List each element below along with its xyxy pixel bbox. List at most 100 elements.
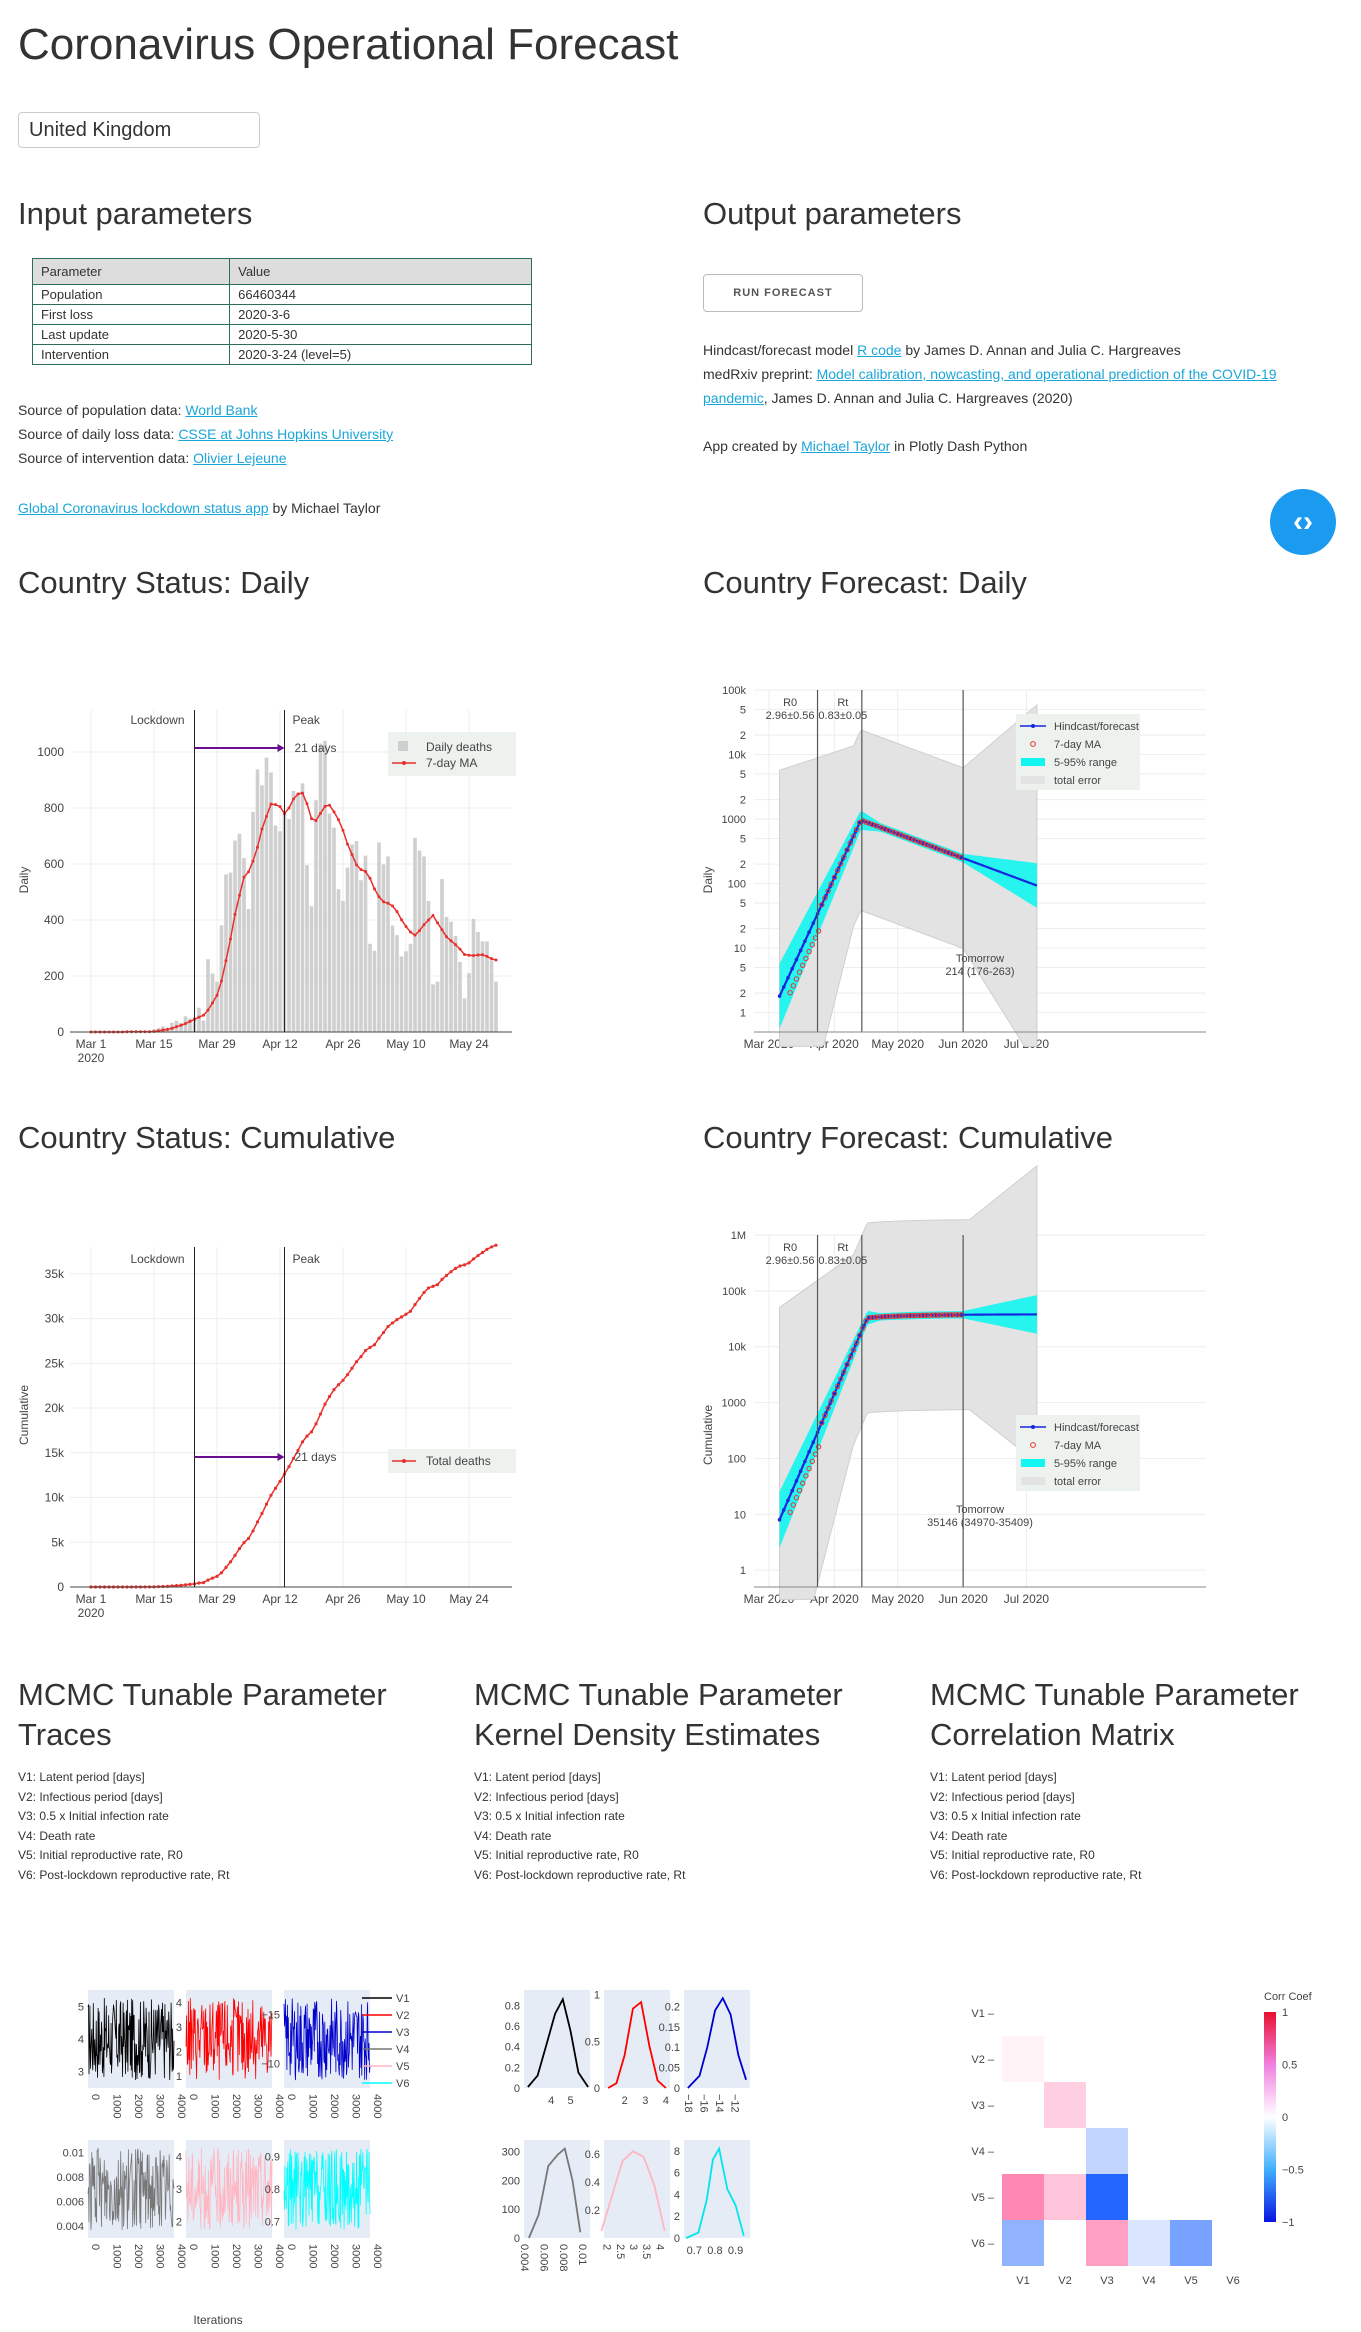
ma7-marker bbox=[815, 928, 822, 934]
trace-x-tick: 4000 bbox=[175, 2244, 187, 2268]
preprint-link-cont[interactable]: pandemic bbox=[703, 390, 764, 406]
daily-deaths-bar bbox=[476, 932, 480, 1032]
x-tick-label: Mar 15 bbox=[135, 1037, 173, 1051]
ma7-marker bbox=[809, 942, 815, 948]
total-deaths-point bbox=[399, 1315, 404, 1319]
hindcast-point bbox=[781, 1508, 786, 1512]
ma7-point bbox=[395, 910, 399, 914]
ma7-marker bbox=[891, 829, 898, 836]
legend-swatch-marker bbox=[1030, 741, 1036, 747]
trace-x-tick: 1000 bbox=[111, 2094, 123, 2118]
preprint-link[interactable]: Model calibration, nowcasting, and opera… bbox=[816, 366, 1277, 382]
total-deaths-point bbox=[390, 1321, 395, 1325]
world-bank-link[interactable]: World Bank bbox=[185, 402, 258, 418]
ma7-marker bbox=[876, 824, 882, 830]
legend-swatch-error bbox=[1021, 1477, 1045, 1485]
ma7-marker bbox=[803, 955, 809, 962]
x-tick-label: May 10 bbox=[386, 1592, 426, 1606]
kde-x-tick: 0.8 bbox=[707, 2245, 722, 2257]
ma7-marker bbox=[863, 819, 869, 825]
ma7-marker bbox=[844, 847, 850, 853]
ma7-point bbox=[170, 1026, 174, 1030]
trace-x-tick: 3000 bbox=[350, 2094, 362, 2118]
x-tick-label: Jun 2020 bbox=[938, 1037, 988, 1051]
hindcast-point bbox=[777, 1517, 782, 1522]
sources-block: Source of population data: World Bank So… bbox=[18, 398, 393, 470]
ma7-marker bbox=[914, 1312, 920, 1319]
trace-x-tick: 4000 bbox=[371, 2244, 383, 2268]
y-tick-label: 5 bbox=[740, 769, 746, 781]
csse-link[interactable]: CSSE at Johns Hopkins University bbox=[178, 426, 394, 442]
daily-deaths-bar bbox=[287, 818, 291, 1032]
total-deaths-point bbox=[404, 1312, 408, 1316]
total-deaths-point bbox=[476, 1253, 480, 1258]
y-tick-label: 100k bbox=[722, 685, 746, 697]
variable-item: V4: Death rate bbox=[474, 1828, 552, 1843]
model-label: Hindcast/forecast model bbox=[703, 342, 858, 358]
lockdown-app-link[interactable]: Global Coronavirus lockdown status app bbox=[18, 500, 269, 516]
total-deaths-point bbox=[332, 1388, 336, 1392]
y-tick-label: 2 bbox=[740, 988, 746, 1000]
country-dropdown[interactable]: United Kingdom bbox=[18, 112, 260, 148]
y-tick-label: 100 bbox=[728, 879, 746, 891]
heatmap-cell bbox=[1044, 2128, 1086, 2174]
heatmap-cell bbox=[1086, 2128, 1128, 2174]
legend-swatch-error bbox=[1021, 776, 1045, 784]
mcmc-correlation-chart[interactable]: V1 – V1 V2 – V2 V3 – V3 V4 – V4 V5 – V5 V6 – V6 Corr… bbox=[930, 1990, 1350, 2332]
daily-deaths-bar bbox=[233, 840, 237, 1032]
ma7-point bbox=[467, 953, 471, 957]
status-cumulative-chart[interactable]: 0 5k 10k 15k 20k 25k 30k 35k Mar 1 2020 Mar 15 Mar … bbox=[0, 1235, 540, 1635]
variable-item: V4: Death rate bbox=[18, 1828, 96, 1843]
y-tick-label: 5 bbox=[740, 704, 746, 716]
variable-item: V1: Latent period [days] bbox=[930, 1770, 1057, 1784]
r0-label: R0 bbox=[783, 1242, 797, 1254]
ma7-marker bbox=[819, 1419, 825, 1426]
run-forecast-button[interactable]: RUN FORECAST bbox=[703, 274, 863, 312]
kde-panel-bg bbox=[524, 1990, 590, 2088]
ma7-point bbox=[377, 895, 381, 899]
r-code-link[interactable]: R code bbox=[857, 342, 902, 358]
legend-swatch-range bbox=[1021, 1459, 1045, 1467]
y-tick-label: 2 bbox=[740, 730, 746, 742]
hindcast-point bbox=[811, 1440, 816, 1444]
legend-label: total error bbox=[1054, 1476, 1101, 1488]
tomorrow-label: Tomorrow bbox=[956, 1504, 1004, 1516]
ma7-marker bbox=[803, 1473, 809, 1479]
michael-taylor-link[interactable]: Michael Taylor bbox=[801, 438, 891, 454]
mcmc-kde-chart[interactable]: 00.20.40.60.84 500.512 3 400.050.10.150.2−1… bbox=[460, 1990, 850, 2332]
legend-label: 5-95% range bbox=[1054, 757, 1117, 769]
kde-x-tick: 4 bbox=[663, 2095, 669, 2107]
lejeune-link[interactable]: Olivier Lejeune bbox=[193, 450, 287, 466]
daily-deaths-bar bbox=[368, 943, 372, 1032]
ma7-marker bbox=[882, 1313, 888, 1320]
legend-label: Hindcast/forecast bbox=[1054, 1422, 1139, 1434]
ma7-point bbox=[359, 868, 363, 872]
y-tick-label: 30k bbox=[45, 1312, 65, 1326]
heatmap-y-label: V6 – bbox=[971, 2238, 995, 2250]
ma7-point bbox=[161, 1028, 165, 1032]
daily-deaths-bar bbox=[273, 825, 278, 1032]
total-deaths-point bbox=[215, 1574, 219, 1578]
heatmap-x-label: V6 bbox=[1226, 2275, 1239, 2287]
ma7-point bbox=[332, 810, 336, 814]
ma7-point bbox=[436, 921, 439, 925]
heatmap-y-label: V5 – bbox=[971, 2192, 995, 2204]
ma7-point bbox=[229, 937, 232, 941]
daily-deaths-bar bbox=[399, 956, 404, 1032]
trace-x-tick: 1000 bbox=[111, 2244, 123, 2268]
table-cell: 66460344 bbox=[229, 284, 532, 305]
total-deaths-point bbox=[422, 1290, 426, 1295]
total-deaths-point bbox=[345, 1373, 350, 1377]
ma7-marker bbox=[942, 848, 948, 855]
variable-item: V1: Latent period [days] bbox=[474, 1770, 601, 1784]
forecast-cumulative-chart[interactable]: Mar 2020 Apr 2020 May 2020 Jun 2020 Jul 2020… bbox=[686, 1164, 1246, 1635]
ma7-point bbox=[175, 1025, 178, 1029]
x-tick-label: Apr 12 bbox=[262, 1037, 298, 1051]
ma7-point bbox=[233, 912, 237, 916]
code-toggle-button[interactable]: ‹› bbox=[1270, 489, 1336, 555]
status-daily-chart[interactable]: 0 200 400 600 800 1000 Mar 1 2020 Mar 15 Mar 29 Ap… bbox=[0, 680, 540, 1080]
ma7-point bbox=[310, 817, 313, 821]
ma7-point bbox=[400, 918, 403, 922]
